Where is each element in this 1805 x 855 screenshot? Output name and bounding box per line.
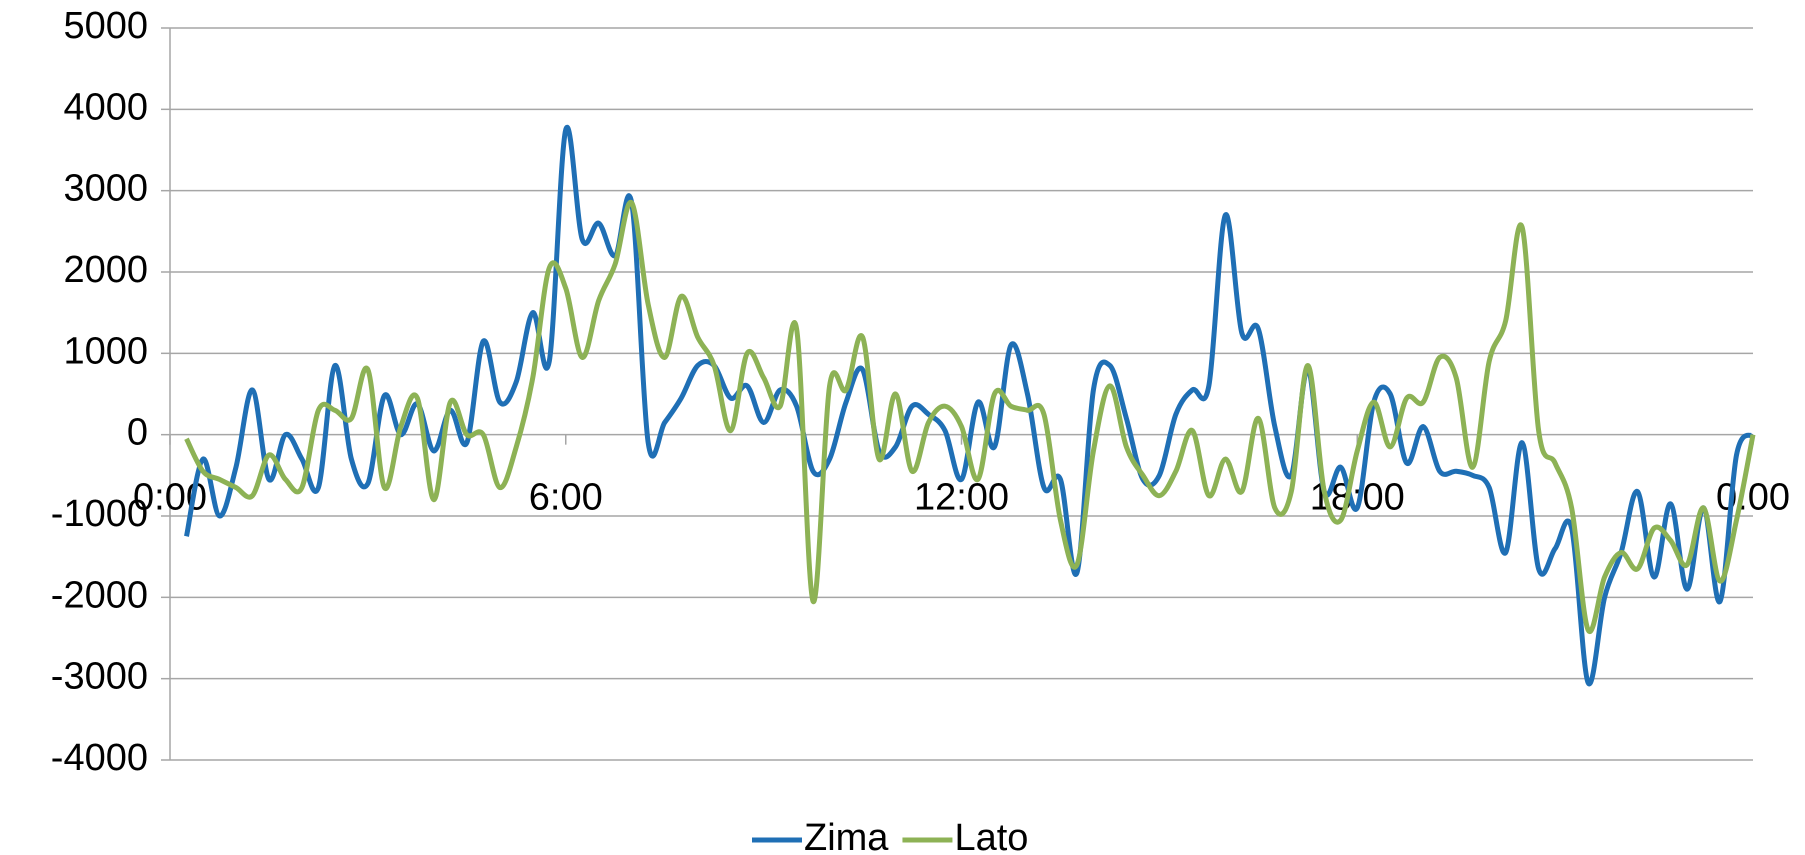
y-tick-label: 2000 (63, 249, 148, 291)
y-tick-label: 1000 (63, 330, 148, 372)
y-tick-label: 0 (127, 412, 148, 454)
y-tick-label: 3000 (63, 168, 148, 210)
series-line (184, 200, 1756, 635)
y-tick-label: -1000 (51, 493, 148, 535)
x-tick-label: 0:00 (1716, 477, 1790, 519)
x-tick-label: 12:00 (914, 477, 1009, 519)
y-tick-label: -2000 (51, 574, 148, 616)
legend-label: Lato (954, 817, 1028, 855)
series-line (184, 124, 1755, 687)
y-tick-label: 4000 (63, 86, 148, 128)
y-tick-label: -3000 (51, 656, 148, 698)
y-tick-label: -4000 (51, 737, 148, 779)
y-tick-label: 5000 (63, 5, 148, 47)
x-tick-label: 6:00 (529, 477, 603, 519)
legend-label: Zima (804, 817, 889, 855)
